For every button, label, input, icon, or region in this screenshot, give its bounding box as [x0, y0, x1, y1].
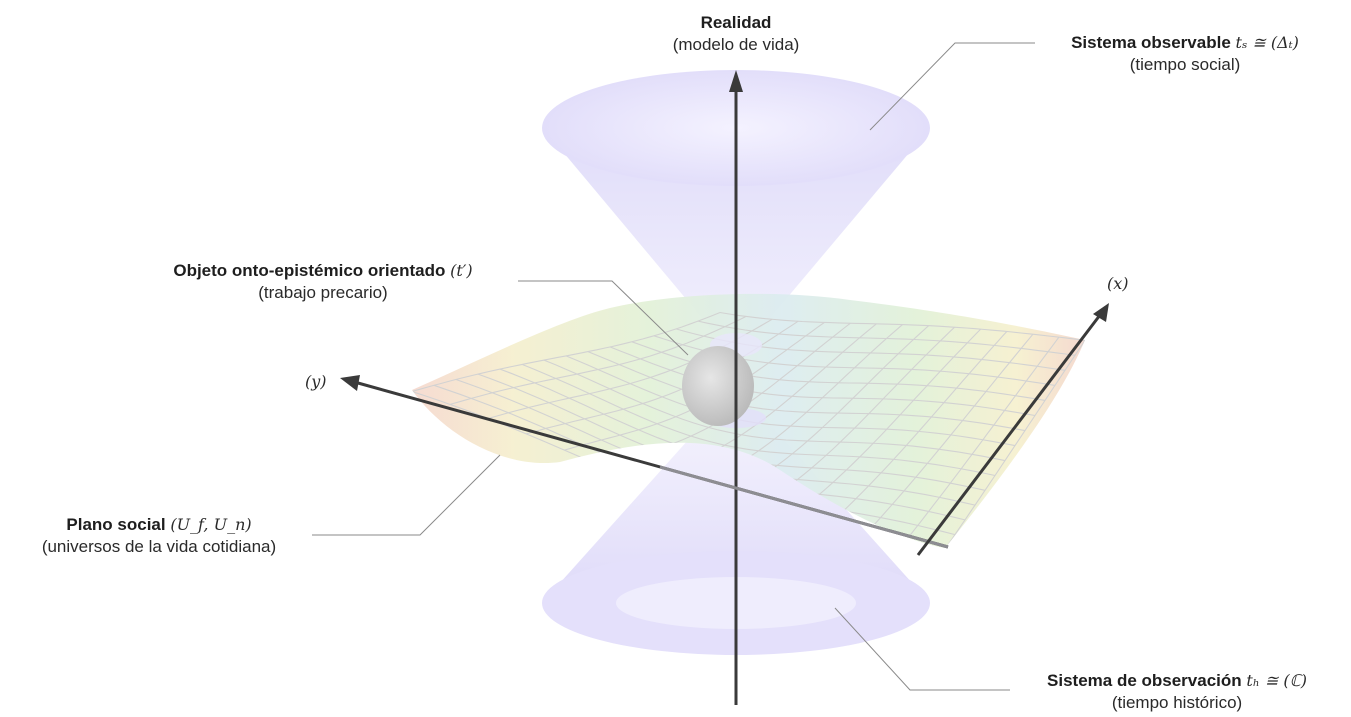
vertical-axis-arrow — [729, 70, 743, 92]
plane-grid-line — [609, 346, 1036, 417]
plano-social-title: Plano social — [66, 515, 166, 534]
objeto-math: (t′) — [450, 261, 473, 280]
sistema-observacion-math: tₕ ≅ (ℂ) — [1246, 671, 1307, 690]
sistema-observacion-title: Sistema de observación — [1047, 671, 1242, 690]
label-sistema-observable: Sistema observable tₛ ≅ (Δₜ) (tiempo soc… — [1040, 32, 1330, 76]
leader-sistema-observable — [869, 42, 1035, 131]
leader-lines — [312, 42, 1035, 691]
sistema-observacion-subtitle: (tiempo histórico) — [1111, 693, 1243, 712]
object-sphere — [682, 346, 754, 426]
label-sistema-observacion: Sistema de observación tₕ ≅ (ℂ) (tiempo … — [1012, 670, 1342, 714]
x-axis — [916, 314, 1102, 556]
label-realidad: Realidad (modelo de vida) — [636, 12, 836, 56]
plane-grid-line — [868, 333, 1034, 531]
plane-grid-line — [944, 339, 1085, 548]
plano-social-math: (U_f, U_n) — [170, 515, 252, 534]
realidad-subtitle: (modelo de vida) — [672, 35, 800, 54]
objeto-title: Objeto onto-epistémico orientado — [173, 261, 446, 280]
plane-grid-line — [906, 336, 1060, 540]
leader-objeto — [518, 280, 689, 356]
leader-sistema-observacion — [834, 607, 1010, 691]
label-plano-social: Plano social (U_f, U_n) (universos de la… — [6, 514, 312, 558]
plane-grid-line — [697, 320, 1076, 356]
y-axis-arrow — [340, 375, 360, 391]
plane-grid-line — [830, 331, 1008, 524]
leader-plano-social — [312, 454, 501, 536]
plane-grid-line — [565, 355, 1016, 447]
x-axis-label: (x) — [1107, 274, 1129, 293]
plane-grid-line — [719, 311, 1085, 341]
plano-social-subtitle: (universos de la vida cotidiana) — [41, 537, 277, 556]
realidad-title: Realidad — [700, 13, 772, 32]
x-axis-arrow — [1093, 303, 1109, 322]
label-objeto: Objeto onto-epistémico orientado (t′) (t… — [128, 260, 518, 304]
sistema-observable-math: tₛ ≅ (Δₜ) — [1235, 33, 1299, 52]
plane-grid-line — [587, 351, 1026, 432]
y-axis-label: (y) — [305, 372, 327, 391]
y-axis-back-segment — [659, 465, 949, 549]
objeto-subtitle: (trabajo precario) — [258, 283, 388, 302]
sistema-observable-subtitle: (tiempo social) — [1129, 55, 1241, 74]
plane-grid-line — [792, 328, 982, 518]
sistema-observable-title: Sistema observable — [1071, 33, 1231, 52]
